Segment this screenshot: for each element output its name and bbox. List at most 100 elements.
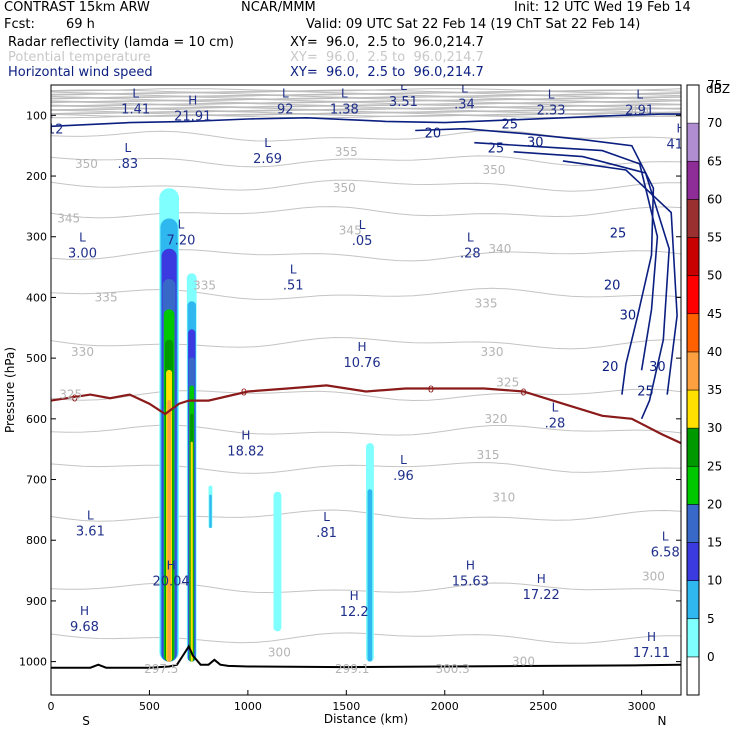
extremum-value: 21.91: [174, 110, 211, 125]
init-time: Init: 12 UTC Wed 19 Feb 14: [514, 0, 691, 15]
extremum-value: 9.68: [70, 620, 99, 635]
y-tick-label: 700: [26, 474, 47, 487]
extremum-value: 41.4: [667, 137, 696, 152]
theta-contour: [51, 336, 681, 350]
freezing-level-label: 0: [428, 384, 434, 395]
reflectivity-cell: [190, 441, 193, 662]
colorbar-swatch: [686, 161, 700, 200]
theta-label: 297.5: [144, 662, 178, 676]
extremum-value: 2.33: [537, 103, 566, 118]
field-xy-theta: XY= 96.0, 2.5 to 96.0,214.7: [290, 50, 484, 65]
fcst-value: 69 h: [66, 17, 95, 32]
extremum-value: 18.82: [227, 445, 264, 460]
wind-speed-contour: [415, 127, 655, 395]
field-name-wind: Horizontal wind speed: [8, 65, 153, 80]
colorbar-label: 45: [707, 307, 722, 321]
colorbar-swatch: [686, 580, 700, 619]
x-end-label-n: N: [658, 714, 667, 728]
x-tick-label: 1000: [234, 700, 262, 713]
y-tick-label: 600: [26, 413, 47, 426]
extremum-marker: L: [282, 86, 289, 100]
theta-contour: [51, 249, 681, 262]
extremum-marker: H: [358, 340, 367, 354]
theta-contour: [51, 101, 681, 105]
colorbar-swatch: [686, 389, 700, 429]
wind-speed-label: 30: [649, 360, 666, 375]
theta-contour: [51, 96, 681, 100]
theta-label: 310: [492, 491, 515, 505]
colorbar-swatch: [686, 351, 700, 391]
extremum-value: 5.12: [35, 122, 64, 137]
colorbar-label: 50: [707, 269, 722, 283]
extremum-value: 10.76: [343, 356, 380, 371]
colorbar-label: 75: [707, 78, 722, 92]
colorbar-label: 60: [707, 192, 722, 206]
extremum-marker: L: [46, 106, 53, 120]
colorbar-label: 55: [707, 231, 722, 245]
theta-contour: [51, 112, 681, 116]
extremum-value: 12.2: [340, 605, 369, 620]
theta-label: 325: [59, 388, 82, 402]
theta-label: 330: [481, 345, 504, 359]
extremum-value: 1.41: [121, 102, 150, 117]
theta-label: 330: [71, 345, 94, 359]
y-axis-title: Pressure (hPa): [3, 347, 17, 433]
extremum-value: 92: [277, 102, 294, 117]
reflectivity-cell: [167, 400, 171, 662]
wind-speed-label: 25: [637, 385, 654, 400]
theta-label: 345: [339, 224, 362, 238]
colorbar-unit: dBZ: [706, 82, 730, 96]
theta-contour: [51, 93, 681, 97]
extremum-value: .05: [352, 234, 373, 249]
theta-contour: [51, 206, 681, 219]
extremum-value: .51: [283, 278, 304, 293]
extremum-value: .96: [393, 469, 414, 484]
extremum-marker: L: [400, 79, 407, 93]
fcst-label: Fcst:: [4, 17, 35, 32]
theta-label: 350: [483, 163, 506, 177]
extremum-marker: L: [132, 86, 139, 100]
reflectivity-cell: [273, 491, 282, 632]
y-tick-label: 300: [26, 231, 47, 244]
theta-label: 335: [95, 290, 118, 304]
theta-label: 300: [268, 646, 291, 660]
theta-contour: [51, 287, 681, 300]
extremum-marker: L: [400, 453, 407, 467]
extremum-marker: H: [647, 630, 656, 644]
extremum-marker: H: [80, 604, 89, 618]
extremum-value: .28: [545, 417, 566, 432]
wind-speed-label: 25: [501, 117, 518, 132]
colorbar-swatch: [686, 313, 700, 353]
colorbar-label: 65: [707, 154, 722, 168]
extremum-value: 15.63: [452, 574, 489, 589]
x-tick-label: 2000: [431, 700, 459, 713]
freezing-level-label: 0: [520, 388, 526, 399]
field-name-reflectivity: Radar reflectivity (lamda = 10 cm): [8, 35, 234, 50]
colorbar-label: 20: [707, 497, 722, 511]
extremum-marker: H: [350, 589, 359, 603]
theta-contour: [51, 89, 681, 93]
extremum-marker: L: [124, 141, 131, 155]
theta-contour: [51, 388, 681, 402]
theta-contour: [51, 97, 681, 101]
x-tick-label: 0: [48, 700, 55, 713]
wind-speed-contour: [51, 113, 681, 128]
extremum-marker: L: [264, 136, 271, 150]
wind-speed-label: 20: [604, 278, 621, 293]
theta-contour: [51, 113, 681, 117]
theta-label: 320: [484, 412, 507, 426]
extremum-marker: L: [323, 510, 330, 524]
colorbar-swatch: [686, 542, 700, 581]
extremum-marker: L: [662, 529, 669, 543]
theta-contour: [51, 100, 681, 104]
extremum-value: 3.51: [389, 95, 418, 110]
y-tick-label: 200: [26, 170, 47, 183]
colorbar-swatch: [686, 504, 700, 543]
wind-speed-label: 25: [488, 142, 505, 157]
field-name-theta: Potential temperature: [8, 50, 151, 65]
extremum-marker: L: [79, 231, 86, 245]
colorbar-label: 30: [707, 421, 722, 435]
wind-speed-label: 20: [425, 127, 442, 142]
colorbar-label: 40: [707, 345, 722, 359]
